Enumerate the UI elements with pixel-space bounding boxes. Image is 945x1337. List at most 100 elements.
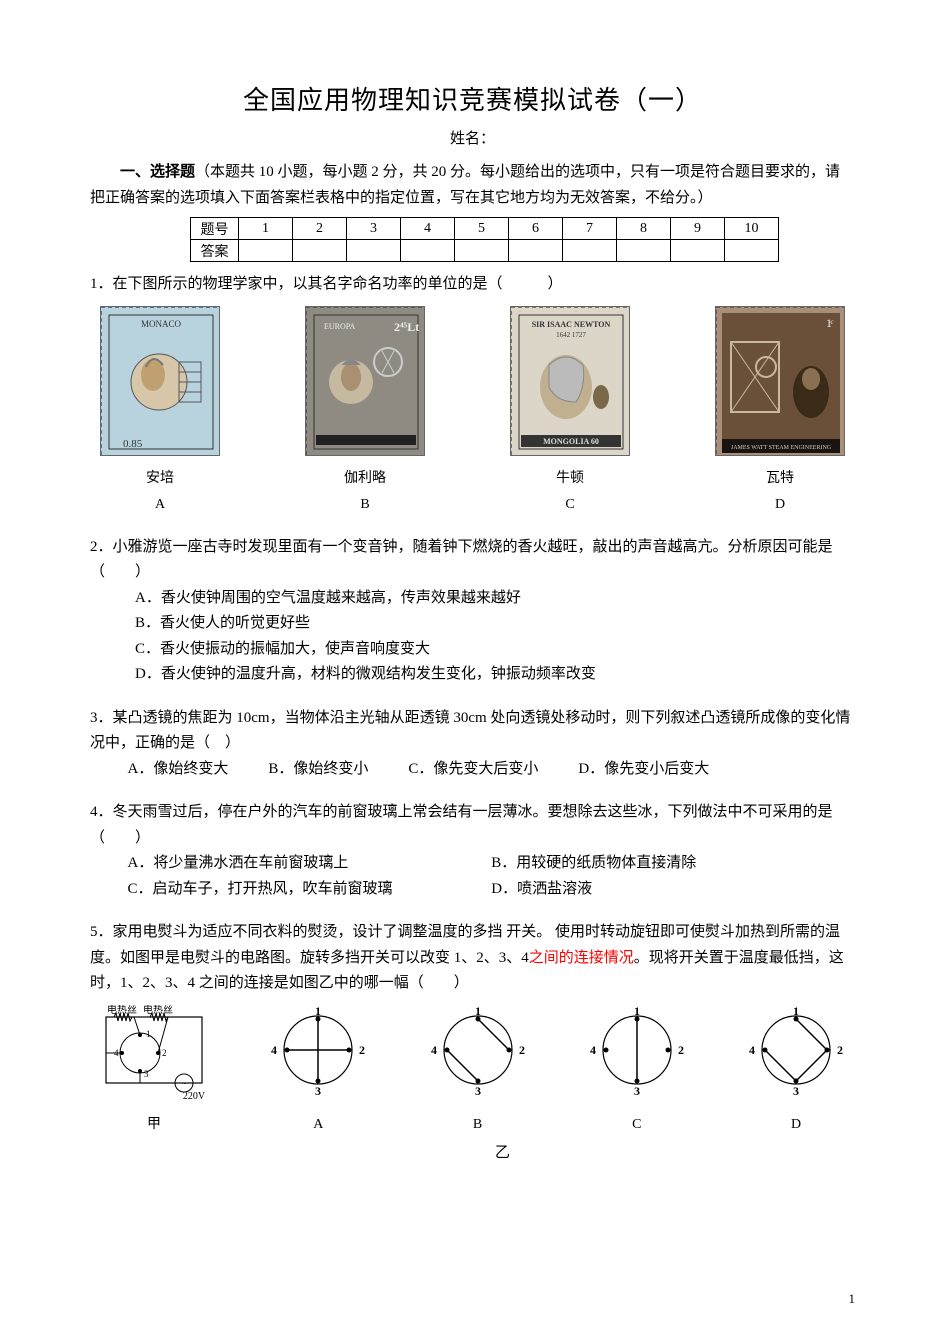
svg-text:电热丝: 电热丝 — [107, 1005, 137, 1016]
circuit-d: 1 2 3 4 D — [741, 1005, 851, 1138]
circuit-a: 1 2 3 4 A — [263, 1005, 373, 1138]
q5-stem-red: 之间的连接情况 — [529, 950, 634, 966]
sub-label-yi: 乙 — [90, 1141, 855, 1167]
svg-text:2: 2 — [837, 1043, 843, 1057]
svg-text:2: 2 — [359, 1043, 365, 1057]
svg-text:~: ~ — [182, 1079, 187, 1088]
col-num: 5 — [455, 218, 509, 240]
q3-stem: 3．某凸透镜的焦距为 10cm，当物体沿主光轴从距透镜 30cm 处向透镜处移动… — [90, 706, 855, 757]
page-number: 1 — [849, 1291, 856, 1307]
q4-opt-b: B．用较硬的纸质物体直接清除 — [491, 851, 855, 877]
stamp-a-letter: A — [100, 493, 220, 517]
circuit-row: 电热丝 电热丝 1 2 3 4 ~ 220V — [94, 1005, 851, 1138]
section-intro: 一、选择题（本题共 10 小题，每小题 2 分，共 20 分。每小题给出的选项中… — [90, 160, 855, 211]
answer-cell[interactable] — [509, 240, 563, 262]
q4-opt-a: A．将少量沸水洒在车前窗玻璃上 — [128, 851, 492, 877]
stamp-text: SIR ISAAC NEWTON — [532, 320, 611, 329]
q2-opt-b: B．香火使人的听觉更好些 — [135, 611, 855, 637]
answer-cell[interactable] — [617, 240, 671, 262]
col-num: 7 — [563, 218, 617, 240]
question-2: 2．小雅游览一座古寺时发现里面有一个变音钟，随着钟下燃烧的香火越旺，敲出的声音越… — [90, 535, 855, 688]
circuit-c: 1 2 3 4 C — [582, 1005, 692, 1138]
q3-opt-b: B．像始终变小 — [268, 757, 368, 783]
svg-text:2: 2 — [678, 1043, 684, 1057]
stamp-bottom: JAMES WATT STEAM ENGINEERING — [731, 445, 832, 451]
svg-text:3: 3 — [315, 1084, 321, 1098]
stamp-c-caption: 牛顿 — [510, 467, 630, 491]
svg-text:1: 1 — [315, 1005, 321, 1018]
question-1: 1．在下图所示的物理学家中，以其名字命名功率的单位的是（ ） MONACO 0.… — [90, 272, 855, 517]
answer-cell[interactable] — [293, 240, 347, 262]
svg-text:1: 1 — [793, 1005, 799, 1018]
answer-cell[interactable] — [671, 240, 725, 262]
circuit-label-b: B — [423, 1113, 533, 1137]
q2-opt-c: C．香火使振动的振幅加大，使声音响度变大 — [135, 637, 855, 663]
stamp-a: MONACO 0.85 安培 A — [100, 306, 220, 517]
stamp-top: 2⁴⁵Lt — [394, 320, 419, 334]
svg-text:3: 3 — [634, 1084, 640, 1098]
stamp-text: MONACO — [141, 319, 182, 329]
answer-cell[interactable] — [401, 240, 455, 262]
col-num: 8 — [617, 218, 671, 240]
svg-text:3: 3 — [793, 1084, 799, 1098]
svg-text:4: 4 — [431, 1043, 437, 1057]
col-num: 4 — [401, 218, 455, 240]
answer-cell[interactable] — [563, 240, 617, 262]
q3-opt-c: C．像先变大后变小 — [408, 757, 538, 783]
col-num: 2 — [293, 218, 347, 240]
col-num: 6 — [509, 218, 563, 240]
stamp-c: SIR ISAAC NEWTON 1642 1727 MONGOLIA 60 牛… — [510, 306, 630, 517]
col-num: 3 — [347, 218, 401, 240]
col-num: 9 — [671, 218, 725, 240]
stamp-bottom: MONGOLIA 60 — [543, 437, 599, 446]
page-title: 全国应用物理知识竞赛模拟试卷（一） — [90, 80, 855, 117]
stamp-sub: 1642 1727 — [556, 331, 586, 339]
q5-stem: 5．家用电熨斗为适应不同衣料的熨烫，设计了调整温度的多挡 开关。 使用时转动旋钮… — [90, 920, 855, 997]
col-num: 1 — [239, 218, 293, 240]
svg-text:4: 4 — [590, 1043, 596, 1057]
stamp-c-letter: C — [510, 493, 630, 517]
q2-opt-a: A．香火使钟周围的空气温度越来越高，传声效果越来越好 — [135, 586, 855, 612]
table-row: 答案 — [191, 240, 779, 262]
question-4: 4．冬天雨雪过后，停在户外的汽车的前窗玻璃上常会结有一层薄冰。要想除去这些冰，下… — [90, 800, 855, 902]
q2-opt-d: D．香火使钟的温度升高，材料的微观结构发生变化，钟振动频率改变 — [135, 662, 855, 688]
stamp-c-image: SIR ISAAC NEWTON 1642 1727 MONGOLIA 60 — [510, 306, 630, 456]
circuit-b: 1 2 3 4 B — [423, 1005, 533, 1138]
circuit-label-d: D — [741, 1113, 851, 1137]
row-label: 题号 — [191, 218, 239, 240]
q3-opt-a: A．像始终变大 — [128, 757, 229, 783]
svg-text:1: 1 — [146, 1029, 151, 1039]
question-3: 3．某凸透镜的焦距为 10cm，当物体沿主光轴从距透镜 30cm 处向透镜处移动… — [90, 706, 855, 783]
stamp-b-image: EUROPA 2⁴⁵Lt — [305, 306, 425, 456]
circuit-label-c: C — [582, 1113, 692, 1137]
stamp-d-caption: 瓦特 — [715, 467, 845, 491]
stamp-d: 1ͨ JAMES WATT STEAM ENGINEERING 瓦特 D — [715, 306, 845, 517]
stamp-d-letter: D — [715, 493, 845, 517]
circuit-d-svg: 1 2 3 4 — [741, 1005, 851, 1105]
q4-opt-c: C．启动车子，打开热风，吹车前窗玻璃 — [128, 877, 492, 903]
svg-text:4: 4 — [271, 1043, 277, 1057]
stamp-b-letter: B — [305, 493, 425, 517]
circuit-a-svg: 1 2 3 4 — [263, 1005, 373, 1105]
stamp-b-caption: 伽利略 — [305, 467, 425, 491]
answer-cell[interactable] — [725, 240, 779, 262]
stamp-b: EUROPA 2⁴⁵Lt 伽利略 B — [305, 306, 425, 517]
svg-text:2: 2 — [519, 1043, 525, 1057]
stamp-a-caption: 安培 — [100, 467, 220, 491]
svg-text:1: 1 — [475, 1005, 481, 1018]
answer-cell[interactable] — [347, 240, 401, 262]
name-label: 姓名： — [90, 127, 855, 148]
stamp-row: MONACO 0.85 安培 A EUROPA 2⁴⁵Lt — [100, 306, 845, 517]
stamp-price: 0.85 — [123, 438, 143, 450]
question-5: 5．家用电熨斗为适应不同衣料的熨烫，设计了调整温度的多挡 开关。 使用时转动旋钮… — [90, 920, 855, 1167]
q3-opt-d: D．像先变小后变大 — [578, 757, 709, 783]
q4-stem: 4．冬天雨雪过后，停在户外的汽车的前窗玻璃上常会结有一层薄冰。要想除去这些冰，下… — [90, 800, 855, 851]
answer-cell[interactable] — [239, 240, 293, 262]
svg-text:2: 2 — [162, 1048, 167, 1058]
svg-text:电热丝: 电热丝 — [143, 1005, 173, 1016]
row-label: 答案 — [191, 240, 239, 262]
q3-opts: A．像始终变大 B．像始终变小 C．像先变大后变小 D．像先变小后变大 — [128, 757, 856, 783]
svg-text:1: 1 — [634, 1005, 640, 1018]
q2-stem: 2．小雅游览一座古寺时发现里面有一个变音钟，随着钟下燃烧的香火越旺，敲出的声音越… — [90, 535, 855, 586]
answer-cell[interactable] — [455, 240, 509, 262]
